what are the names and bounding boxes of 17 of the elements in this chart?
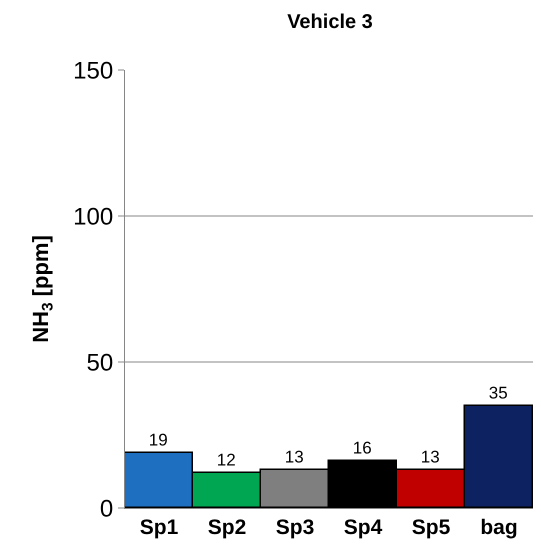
- data-label: 35: [488, 383, 508, 402]
- x-tick-label: Sp5: [412, 516, 451, 540]
- x-tick-label: Sp1: [140, 516, 179, 540]
- y-tick-label: 150: [73, 57, 114, 84]
- x-tick-label: Sp2: [208, 516, 246, 540]
- y-tick-label: 100: [73, 203, 114, 230]
- x-tick-label: bag: [480, 516, 518, 540]
- data-label: 13: [420, 447, 440, 466]
- chart-title: Vehicle 3: [287, 10, 373, 33]
- data-label: 16: [352, 438, 372, 458]
- data-label: 13: [284, 447, 304, 466]
- y-tick-label: 50: [86, 349, 114, 376]
- data-label: 19: [148, 430, 168, 450]
- y-tick-label: 0: [100, 495, 114, 522]
- x-tick-label: Sp3: [276, 516, 314, 540]
- x-tick-label: Sp4: [344, 516, 383, 540]
- data-label: 12: [216, 450, 236, 470]
